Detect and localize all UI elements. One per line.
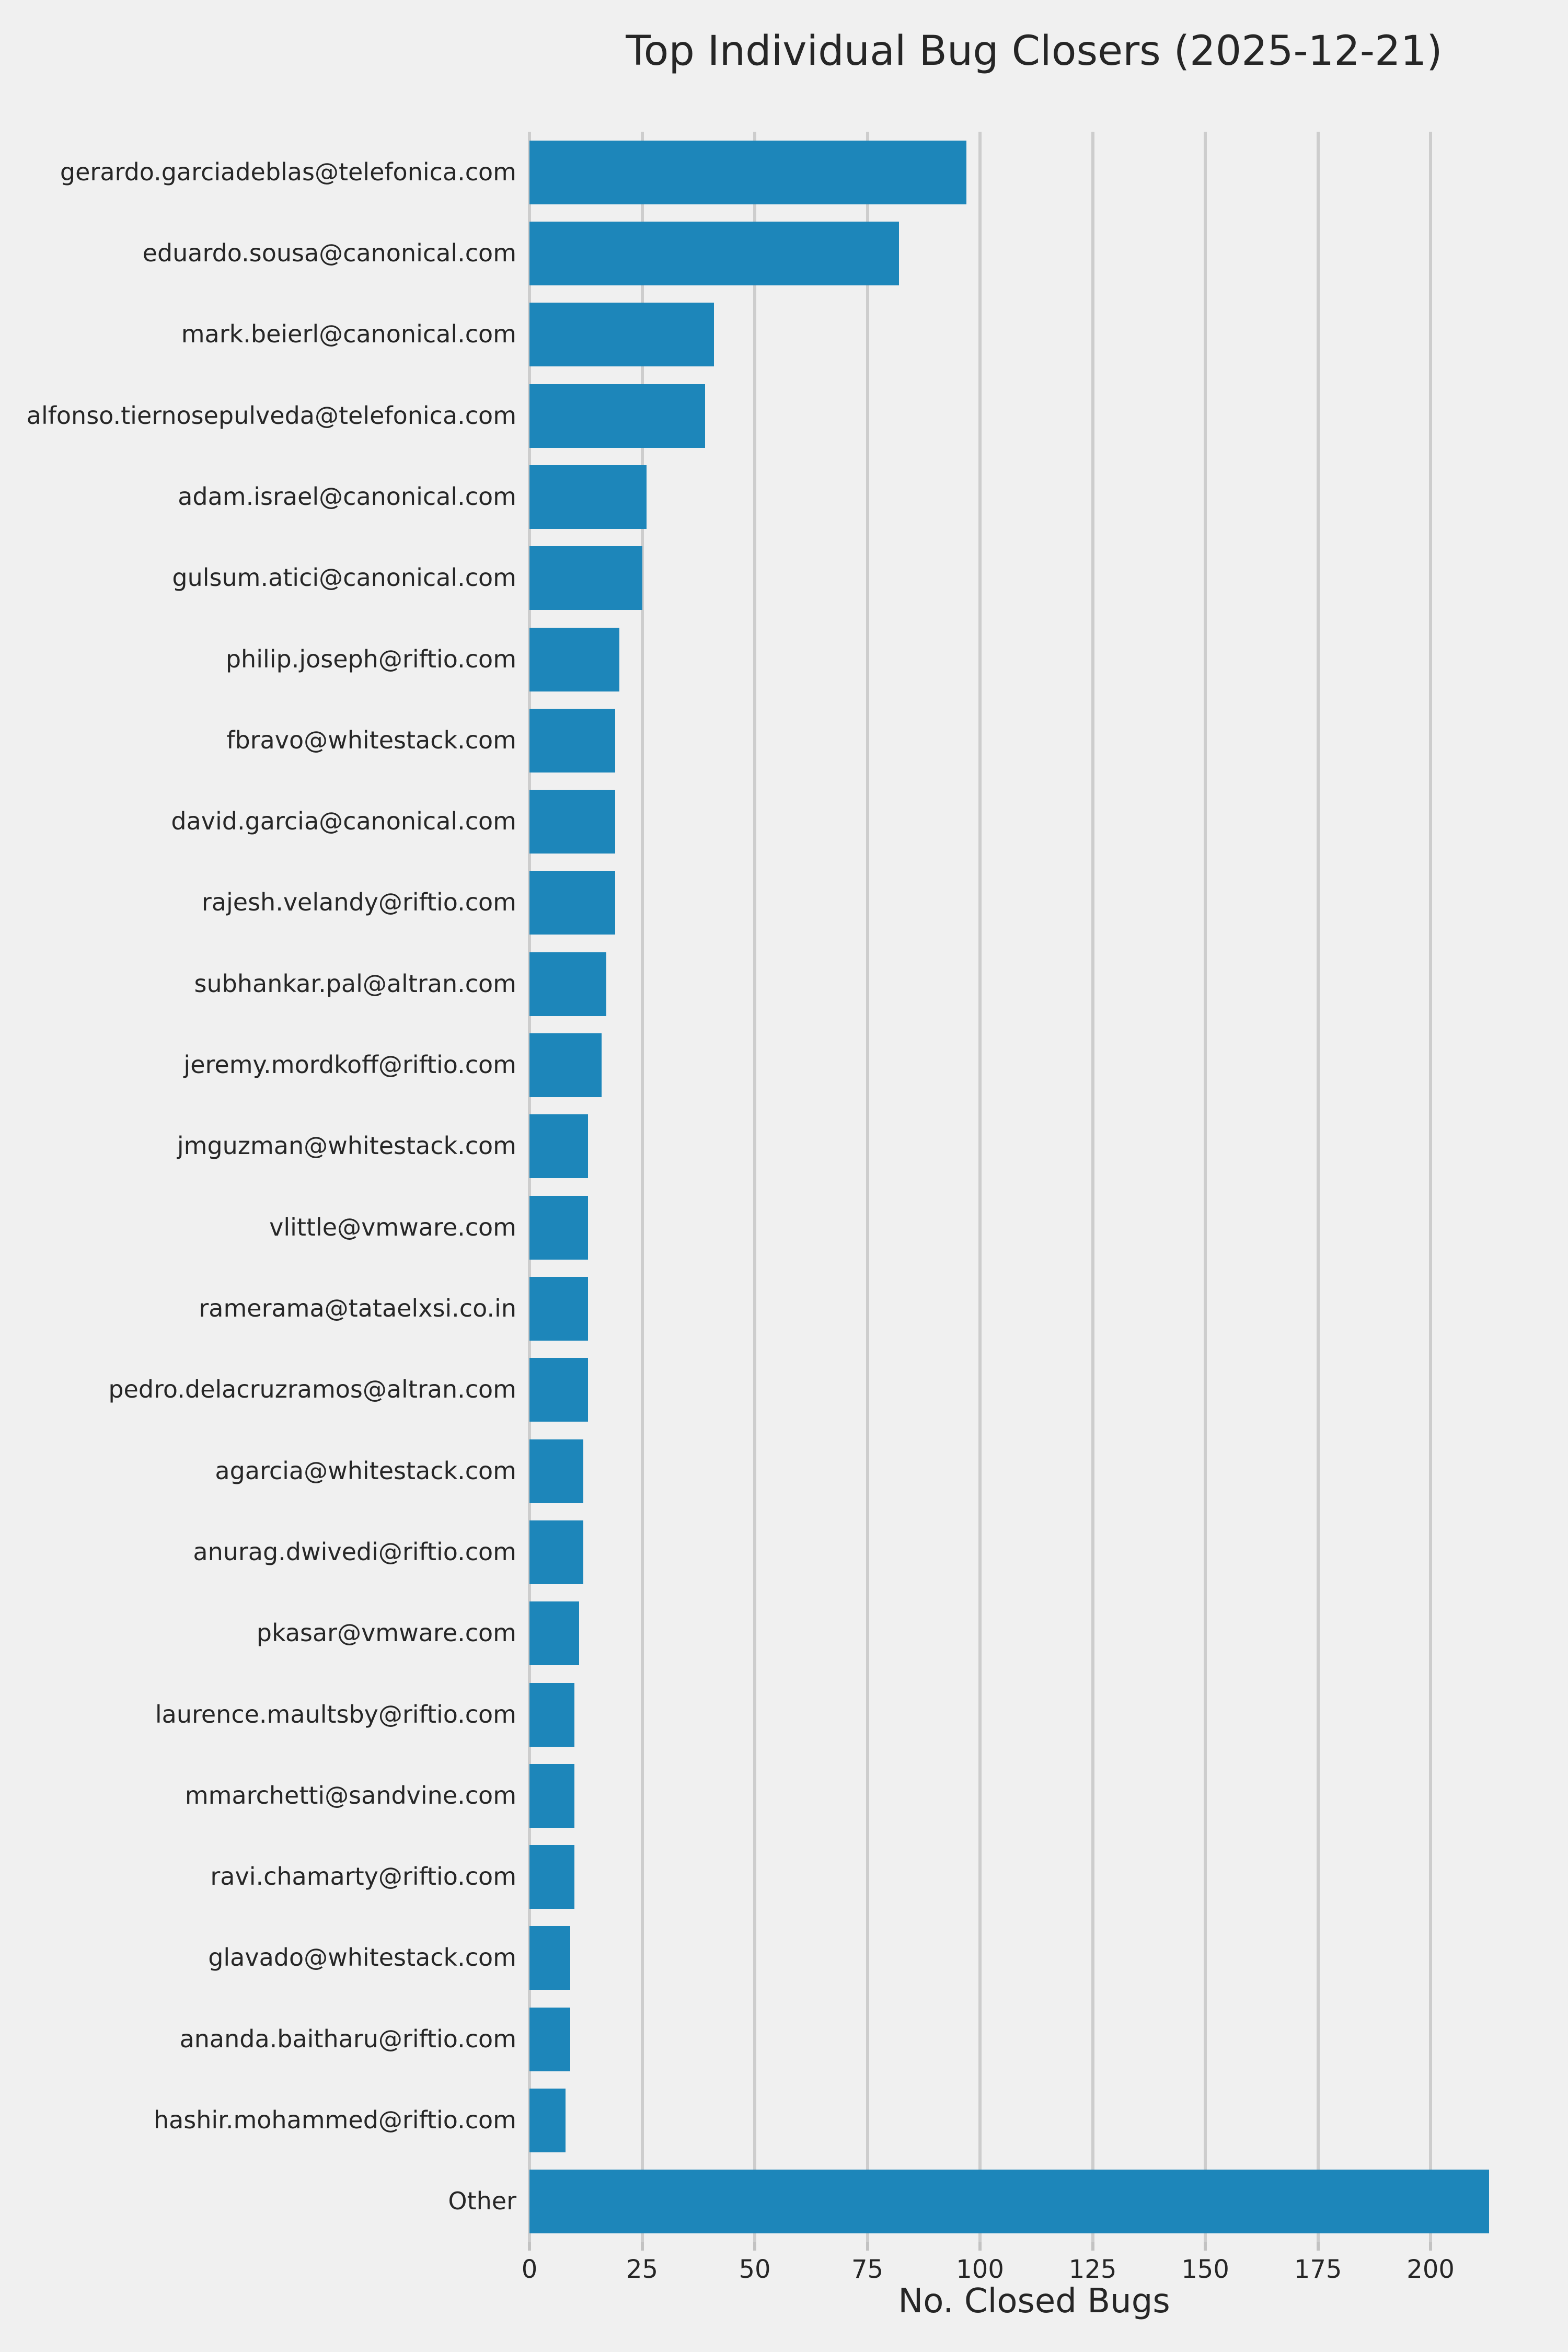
x-tick-label: 0 [521,2255,538,2284]
y-tick-label: Other [448,2187,516,2216]
bar [529,952,606,1016]
x-tick-label: 50 [739,2255,771,2284]
bar [529,1926,570,1990]
bar [529,1601,579,1666]
y-tick-label: alfonso.tiernosepulveda@telefonica.com [26,401,516,430]
y-tick-label: vlittle@vmware.com [269,1213,516,1241]
x-tick-mark [1316,2242,1320,2251]
x-axis-label: No. Closed Bugs [898,2282,1170,2321]
x-tick-label: 125 [1068,2255,1117,2284]
bar [529,1763,575,1828]
y-tick-label: agarcia@whitestack.com [215,1456,516,1485]
bar [529,2089,566,2153]
bar [529,871,615,935]
x-tick-mark [1429,2242,1433,2251]
bar [529,1520,584,1584]
y-tick-label: jeremy.mordkoff@riftio.com [183,1050,516,1079]
y-tick-label: laurence.maultsby@riftio.com [155,1700,516,1728]
x-tick-mark [753,2242,757,2251]
y-tick-label: eduardo.sousa@canonical.com [142,238,516,267]
gridline [978,132,982,2242]
bar [529,546,642,610]
bar [529,627,620,691]
gridline [528,132,531,2242]
bar [529,384,706,448]
bar [529,465,647,529]
bar [529,1276,589,1341]
chart-title: Top Individual Bug Closers (2025-12-21) [626,28,1443,75]
x-tick-mark [866,2242,869,2251]
bar [529,708,615,773]
y-tick-label: adam.israel@canonical.com [178,482,516,511]
y-tick-label: mark.beierl@canonical.com [181,320,516,349]
y-tick-label: pedro.delacruzramos@altran.com [108,1375,516,1404]
y-tick-label: gulsum.atici@canonical.com [172,563,516,592]
gridline [753,132,757,2242]
y-tick-label: ramerama@tataelxsi.co.in [199,1294,516,1322]
y-tick-label: ananda.baitharu@riftio.com [179,2024,516,2053]
gridline [1091,132,1094,2242]
y-tick-label: glavado@whitestack.com [208,1943,516,1972]
bar [529,1845,575,1909]
y-tick-label: jmguzman@whitestack.com [177,1132,516,1160]
x-tick-mark [640,2242,644,2251]
y-tick-label: subhankar.pal@altran.com [194,969,516,998]
x-tick-mark [1091,2242,1094,2251]
x-tick-label: 175 [1294,2255,1342,2284]
bar [529,1033,602,1098]
x-tick-mark [978,2242,982,2251]
y-tick-label: rajesh.velandy@riftio.com [201,888,516,917]
x-tick-label: 200 [1406,2255,1455,2284]
bar [529,2007,570,2071]
y-tick-label: gerardo.garciadeblas@telefonica.com [60,157,516,186]
bar [529,1682,575,1747]
y-tick-label: fbravo@whitestack.com [226,725,516,754]
y-tick-label: hashir.mohammed@riftio.com [153,2105,516,2134]
bar [529,1114,589,1179]
gridline [640,132,644,2242]
y-tick-label: anurag.dwivedi@riftio.com [193,1537,516,1566]
gridline [866,132,869,2242]
plot-area [528,132,1539,2242]
x-tick-label: 100 [956,2255,1004,2284]
y-tick-label: david.garcia@canonical.com [171,807,516,836]
gridline [1316,132,1320,2242]
bar [529,1358,589,1422]
x-tick-label: 150 [1181,2255,1229,2284]
bar [529,221,899,285]
y-tick-label: pkasar@vmware.com [256,1619,516,1647]
y-tick-label: philip.joseph@riftio.com [225,644,516,673]
bar [529,1195,589,1260]
bar [529,303,714,367]
bar [529,2170,1490,2234]
y-tick-label: mmarchetti@sandvine.com [185,1781,516,1809]
x-tick-label: 75 [851,2255,884,2284]
gridline [1429,132,1433,2242]
y-tick-label: ravi.chamarty@riftio.com [210,1862,516,1891]
x-tick-label: 25 [626,2255,659,2284]
x-tick-mark [1204,2242,1207,2251]
x-tick-mark [528,2242,531,2251]
bar [529,790,615,854]
bar [529,140,967,204]
gridline [1204,132,1207,2242]
bar [529,1439,584,1503]
